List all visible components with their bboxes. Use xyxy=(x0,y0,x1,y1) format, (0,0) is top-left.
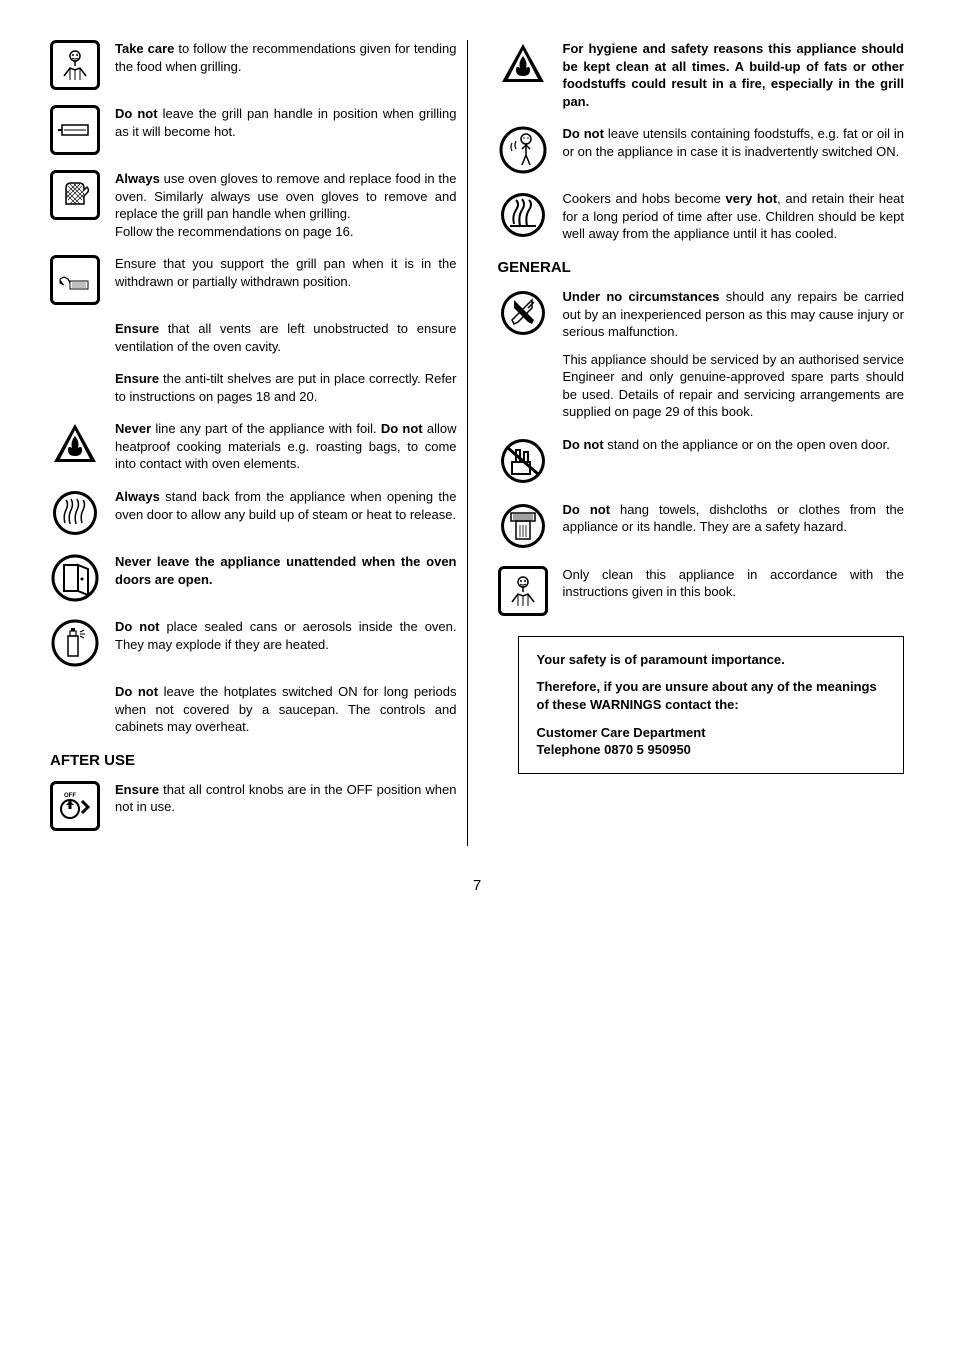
item-stand-on: Do not stand on the appliance or on the … xyxy=(498,436,905,486)
text-very-hot: Cookers and hobs become very hot, and re… xyxy=(563,190,905,243)
text-support-pan: Ensure that you support the grill pan wh… xyxy=(115,255,457,290)
box-l3: Customer Care Department xyxy=(537,725,706,740)
text-hygiene: For hygiene and safety reasons this appl… xyxy=(563,40,905,110)
off-knob-icon: OFF xyxy=(50,781,100,831)
item-hang: Do not hang towels, dishcloths or clothe… xyxy=(498,501,905,551)
text-hang: Do not hang towels, dishcloths or clothe… xyxy=(563,501,905,536)
text-clean: Only clean this appliance in accordance … xyxy=(563,566,905,601)
text-knobs-off: Ensure that all control knobs are in the… xyxy=(115,781,457,816)
aerosol-icon xyxy=(50,618,100,668)
text-shelves: Ensure the anti-tilt shelves are put in … xyxy=(115,370,457,405)
tools-icon xyxy=(498,288,548,338)
box-l2: Therefore, if you are unsure about any o… xyxy=(537,679,877,712)
box-l4: Telephone 0870 5 950950 xyxy=(537,742,691,757)
hot-surface-icon xyxy=(498,190,548,240)
item-stand-back: Always stand back from the appliance whe… xyxy=(50,488,457,538)
child-hot-icon xyxy=(498,125,548,175)
door-open-icon xyxy=(50,553,100,603)
text-utensils: Do not leave utensils containing foodstu… xyxy=(563,125,905,160)
text-repairs: Under no circumstances should any repair… xyxy=(563,288,905,421)
item-utensils: Do not leave utensils containing foodstu… xyxy=(498,125,905,175)
text-hotplates: Do not leave the hotplates switched ON f… xyxy=(115,683,457,736)
svg-text:OFF: OFF xyxy=(64,793,76,799)
box-l1: Your safety is of paramount importance. xyxy=(537,652,785,667)
item-never-line: Never line any part of the appliance wit… xyxy=(50,420,457,473)
read-manual-icon-2 xyxy=(498,566,548,616)
oven-glove-icon xyxy=(50,170,100,220)
grill-handle-icon xyxy=(50,105,100,155)
text-oven-gloves: Always use oven gloves to remove and rep… xyxy=(115,170,457,240)
item-aerosols: Do not place sealed cans or aerosols ins… xyxy=(50,618,457,668)
fire-warning-icon-2 xyxy=(498,40,548,90)
item-repairs: Under no circumstances should any repair… xyxy=(498,288,905,421)
item-oven-gloves: Always use oven gloves to remove and rep… xyxy=(50,170,457,240)
page-number: 7 xyxy=(50,876,904,896)
text-stand-on: Do not stand on the appliance or on the … xyxy=(563,436,905,454)
heading-after-use: AFTER USE xyxy=(50,751,457,771)
no-stand-icon xyxy=(498,436,548,486)
support-pan-icon xyxy=(50,255,100,305)
no-hang-icon xyxy=(498,501,548,551)
item-take-care: Take care to follow the recommendations … xyxy=(50,40,457,90)
text-aerosols: Do not place sealed cans or aerosols ins… xyxy=(115,618,457,653)
text-take-care: Take care to follow the recommendations … xyxy=(115,40,457,75)
steam-icon xyxy=(50,488,100,538)
safety-box: Your safety is of paramount importance. … xyxy=(518,636,905,774)
text-vents: Ensure that all vents are left unobstruc… xyxy=(115,320,457,355)
text-never-line: Never line any part of the appliance wit… xyxy=(115,420,457,473)
fire-warning-icon xyxy=(50,420,100,470)
item-grill-handle: Do not leave the grill pan handle in pos… xyxy=(50,105,457,155)
item-hygiene: For hygiene and safety reasons this appl… xyxy=(498,40,905,110)
read-manual-icon xyxy=(50,40,100,90)
item-support-pan: Ensure that you support the grill pan wh… xyxy=(50,255,457,305)
item-never-leave: Never leave the appliance unattended whe… xyxy=(50,553,457,603)
item-knobs-off: OFF Ensure that all control knobs are in… xyxy=(50,781,457,831)
text-never-leave: Never leave the appliance unattended whe… xyxy=(115,553,457,588)
item-clean: Only clean this appliance in accordance … xyxy=(498,566,905,616)
text-stand-back: Always stand back from the appliance whe… xyxy=(115,488,457,523)
heading-general: GENERAL xyxy=(498,258,905,278)
text-grill-handle: Do not leave the grill pan handle in pos… xyxy=(115,105,457,140)
item-very-hot: Cookers and hobs become very hot, and re… xyxy=(498,190,905,243)
